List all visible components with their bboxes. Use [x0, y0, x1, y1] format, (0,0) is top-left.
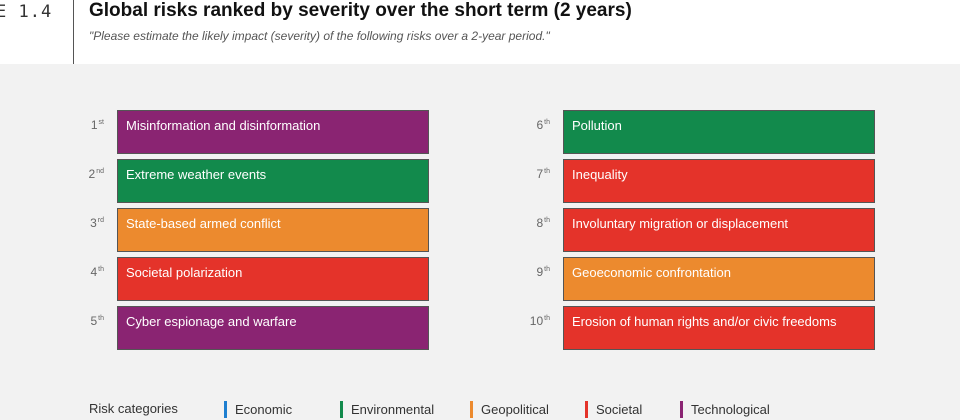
header-divider	[73, 0, 74, 64]
risk-rank: 5th	[64, 314, 104, 328]
risk-label: Inequality	[572, 167, 628, 182]
risk-bar: Extreme weather events	[117, 159, 429, 203]
risk-rank: 4th	[64, 265, 104, 279]
risk-bar: Societal polarization	[117, 257, 429, 301]
risk-rank-suffix: th	[98, 315, 104, 322]
risk-rank-suffix: nd	[96, 168, 104, 175]
risk-label: Erosion of human rights and/or civic fre…	[572, 314, 837, 329]
risk-rank-number: 1	[90, 118, 98, 132]
risk-label: Extreme weather events	[126, 167, 267, 182]
legend-swatch	[340, 401, 343, 418]
risk-rank-suffix: rd	[97, 217, 104, 224]
risk-label: Pollution	[572, 118, 622, 133]
risk-label: Involuntary migration or displacement	[572, 216, 789, 231]
risk-rank-suffix: th	[544, 168, 550, 175]
risk-bar: Inequality	[563, 159, 875, 203]
risk-rank-number: 10	[529, 314, 544, 328]
risk-rank-suffix: th	[544, 217, 550, 224]
risk-bar: State-based armed conflict	[117, 208, 429, 252]
risk-rank: 2nd	[64, 167, 104, 181]
risk-rank-number: 8	[536, 216, 544, 230]
risk-rank: 10th	[510, 314, 550, 328]
risk-bar: Pollution	[563, 110, 875, 154]
legend-swatch	[224, 401, 227, 418]
risk-label: Misinformation and disinformation	[126, 118, 321, 133]
risk-bar: Geoeconomic confrontation	[563, 257, 875, 301]
page-subtitle: "Please estimate the likely impact (seve…	[89, 29, 550, 43]
figure-label: E 1.4	[0, 2, 53, 22]
legend-swatch	[470, 401, 473, 418]
risk-label: Cyber espionage and warfare	[126, 314, 297, 329]
risk-bar: Involuntary migration or displacement	[563, 208, 875, 252]
risk-rank-suffix: th	[544, 315, 550, 322]
risk-rank-suffix: th	[98, 266, 104, 273]
risk-bar: Misinformation and disinformation	[117, 110, 429, 154]
risk-rank-suffix: st	[98, 119, 104, 126]
risk-rank: 6th	[510, 118, 550, 132]
risk-rank: 1st	[64, 118, 104, 132]
legend-label: Technological	[691, 402, 770, 417]
risk-label: State-based armed conflict	[126, 216, 281, 231]
risk-label: Geoeconomic confrontation	[572, 265, 731, 280]
legend-swatch	[680, 401, 683, 418]
risk-rank-number: 9	[536, 265, 544, 279]
legend-label: Environmental	[351, 402, 435, 417]
legend-swatch	[585, 401, 588, 418]
legend-label: Economic	[235, 402, 293, 417]
risk-rank: 9th	[510, 265, 550, 279]
risk-rank-number: 5	[90, 314, 98, 328]
risk-rank: 8th	[510, 216, 550, 230]
risk-rank: 7th	[510, 167, 550, 181]
legend-label: Geopolitical	[481, 402, 549, 417]
risk-rank-number: 2	[88, 167, 96, 181]
legend-label: Societal	[596, 402, 643, 417]
risk-bar: Cyber espionage and warfare	[117, 306, 429, 350]
page-title: Global risks ranked by severity over the…	[89, 0, 632, 21]
risk-rank-number: 7	[536, 167, 544, 181]
risk-rank-number: 4	[90, 265, 98, 279]
risk-rank-number: 3	[90, 216, 97, 230]
legend-title: Risk categories	[89, 401, 178, 416]
risk-bar: Erosion of human rights and/or civic fre…	[563, 306, 875, 350]
figure-header: E 1.4 Global risks ranked by severity ov…	[0, 0, 960, 64]
risk-label: Societal polarization	[126, 265, 243, 280]
risk-rank-suffix: th	[544, 266, 550, 273]
legend: Risk categories Economic Environmental Geo…	[0, 398, 960, 420]
risk-rank-number: 6	[536, 118, 544, 132]
risk-rank-suffix: th	[544, 119, 550, 126]
risk-rank: 3rd	[64, 216, 104, 230]
